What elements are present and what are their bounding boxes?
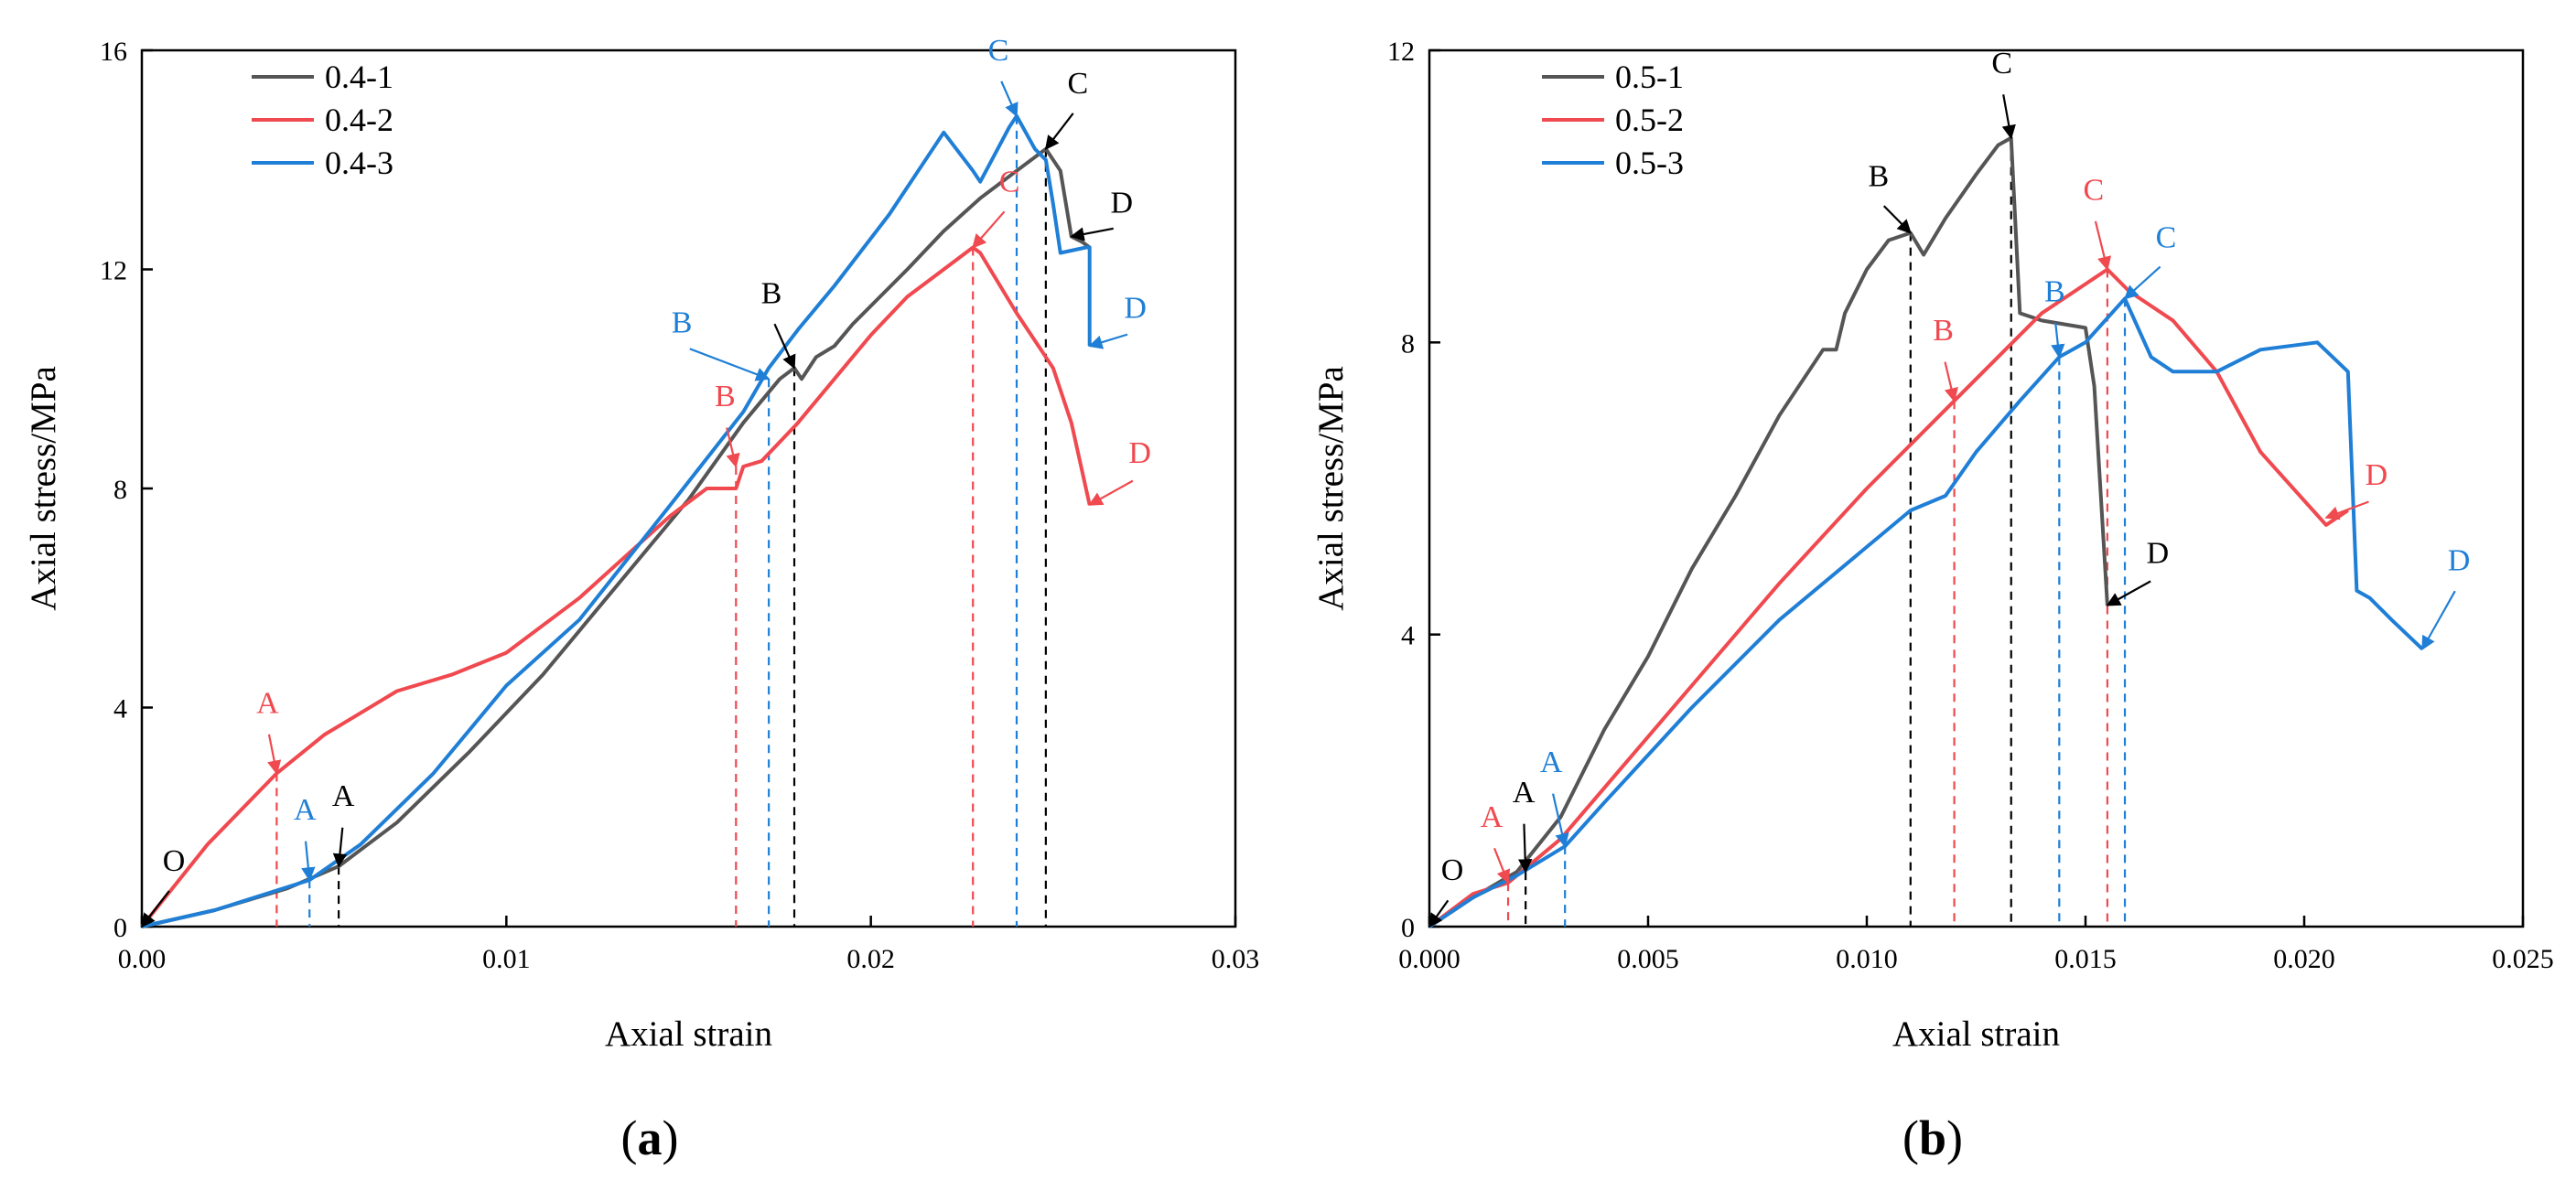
- panel-a-annotation-label: O: [163, 844, 186, 878]
- panel-a-annotation-label: B: [761, 276, 782, 310]
- panel-a-annotation-arrow: [141, 890, 170, 928]
- panel-a-legend-label: 0.4-1: [325, 59, 393, 95]
- panel-b-x-axis-title: Axial strain: [1892, 1014, 2060, 1054]
- panel-b-annotation-label: B: [1933, 314, 1954, 348]
- panel-label-a: (a): [621, 1110, 679, 1165]
- panel-a-annotation-arrow: [1088, 479, 1134, 506]
- panel-a-annotation-label: A: [332, 779, 355, 813]
- panel-a-annotation-arrow: [972, 210, 1006, 249]
- panel-a-annotation-arrow: [1044, 113, 1074, 150]
- panel-b-annotation-arrow: [2051, 322, 2065, 359]
- panel-a-annotation-label: B: [672, 306, 693, 339]
- panel-b-series-line: [1428, 267, 2349, 928]
- panel-b-y-axis-title: Axial stress/MPa: [1311, 366, 1351, 611]
- panel-a-annotation-arrow: [726, 427, 740, 468]
- panel-a-annotation-arrow: [267, 734, 282, 775]
- panel-b-y-tick-label: 12: [1387, 37, 1415, 67]
- panel-a-x-tick-label: 0.00: [118, 944, 167, 974]
- panel-b-annotation-label: D: [2448, 544, 2471, 578]
- panel-a-annotation-arrow: [1070, 227, 1114, 241]
- panel-b-legend-label: 0.5-2: [1615, 102, 1684, 138]
- panel-a-annotation-arrow: [301, 841, 316, 882]
- panel-b-annotation-label: D: [2147, 537, 2170, 571]
- panel-a-annotation-arrow: [332, 827, 348, 868]
- panel-b-annotation-label: B: [1868, 160, 1889, 194]
- panel-a-annotation-arrow: [1088, 333, 1128, 349]
- panel-b-annotation-label: D: [2366, 458, 2388, 492]
- panel-b-x-tick-label: 0.025: [2492, 944, 2554, 974]
- panel-b-annotation-label: C: [2084, 174, 2105, 208]
- chart-panel-a: 0.00 0.01 0.02 0.03 0 4 8 12 16 Axial strain Axial…: [24, 34, 1259, 1054]
- panel-a-annotation-arrow: [689, 348, 771, 381]
- panel-a-annotation-label: A: [294, 793, 317, 827]
- panel-b-x-tick-label: 0.005: [1617, 944, 1679, 974]
- panel-b-annotation-arrow: [2001, 94, 2016, 140]
- panel-a-annotation-label: C: [1068, 67, 1089, 101]
- panel-a-y-tick-label: 12: [100, 256, 127, 286]
- panel-a-y-tick-label: 16: [100, 37, 127, 67]
- panel-b-series-line: [1428, 296, 2424, 928]
- panel-a-legend-label: 0.4-2: [325, 102, 393, 138]
- panel-label-b: (b): [1902, 1110, 1963, 1165]
- panel-b-annotation-arrow: [1493, 847, 1511, 885]
- panel-a-x-tick-label: 0.03: [1212, 944, 1260, 974]
- panel-b-annotation-arrow: [1428, 899, 1450, 928]
- panel-a-annotation-arrow: [1000, 80, 1019, 118]
- panel-b-annotation-label: A: [1481, 800, 1504, 834]
- panel-a-annotation-label: C: [999, 166, 1020, 199]
- panel-b-annotation-arrow: [2094, 220, 2112, 271]
- panel-b-y-tick-label: 0: [1401, 913, 1415, 943]
- panel-a-annotation-label: D: [1124, 291, 1147, 325]
- panel-b-annotation-label: A: [1540, 746, 1563, 779]
- panel-b-series-line: [1428, 135, 2109, 928]
- panel-b-annotation-arrow: [1944, 361, 1958, 402]
- panel-a-annotation-label: B: [715, 380, 736, 413]
- panel-a-annotation-label: D: [1110, 187, 1133, 220]
- panel-b-annotation-label: B: [2044, 274, 2065, 308]
- panel-b-legend-label: 0.5-1: [1615, 59, 1684, 95]
- panel-b-annotation-label: A: [1513, 776, 1536, 810]
- panel-a-y-tick-label: 0: [113, 913, 127, 943]
- panel-b-legend-label: 0.5-3: [1615, 145, 1684, 181]
- panel-b-x-tick-label: 0.015: [2054, 944, 2117, 974]
- panel-b-annotation-label: C: [1991, 47, 2012, 80]
- panel-b-x-tick-label: 0.020: [2273, 944, 2335, 974]
- panel-b-annotation-arrow: [2421, 590, 2456, 650]
- panel-a-x-tick-label: 0.01: [482, 944, 531, 974]
- panel-b-annotation-label: C: [2156, 220, 2177, 254]
- panel-b-annotation-arrow: [2106, 580, 2151, 606]
- panel-a-annotation-arrow: [773, 323, 796, 370]
- panel-a-y-tick-label: 8: [113, 475, 127, 505]
- panel-a-annotation-label: D: [1128, 436, 1151, 470]
- panel-b-annotation-arrow: [1882, 205, 1912, 234]
- panel-b-annotation-label: O: [1441, 853, 1464, 887]
- panel-b-x-tick-label: 0.010: [1836, 944, 1898, 974]
- panel-b-y-tick-label: 4: [1401, 621, 1415, 651]
- chart-panel-b: 0.000 0.005 0.010 0.015 0.020 0.025 0 4 8 12 Axial…: [1311, 37, 2554, 1054]
- panel-b-plot-frame: [1428, 48, 2525, 928]
- panel-a-x-axis-title: Axial strain: [605, 1014, 772, 1054]
- panel-b-annotation-arrow: [2123, 265, 2161, 300]
- panel-a-annotation-label: A: [256, 686, 279, 720]
- panel-a-annotation-label: C: [988, 34, 1009, 68]
- panel-b-annotation-arrow: [1551, 793, 1569, 848]
- panel-a-x-tick-label: 0.02: [846, 944, 895, 974]
- panel-a-series-line: [140, 245, 1092, 928]
- panel-b-x-tick-label: 0.000: [1398, 944, 1460, 974]
- panel-b-annotation-arrow: [2324, 500, 2369, 520]
- panel-a-legend-label: 0.4-3: [325, 145, 393, 181]
- panel-b-annotation-arrow: [1518, 823, 1533, 874]
- panel-a-series-line: [141, 113, 1092, 928]
- panel-a-y-axis-title: Axial stress/MPa: [24, 366, 63, 611]
- panel-b-y-tick-label: 8: [1401, 328, 1415, 359]
- panel-a-y-tick-label: 4: [113, 694, 127, 724]
